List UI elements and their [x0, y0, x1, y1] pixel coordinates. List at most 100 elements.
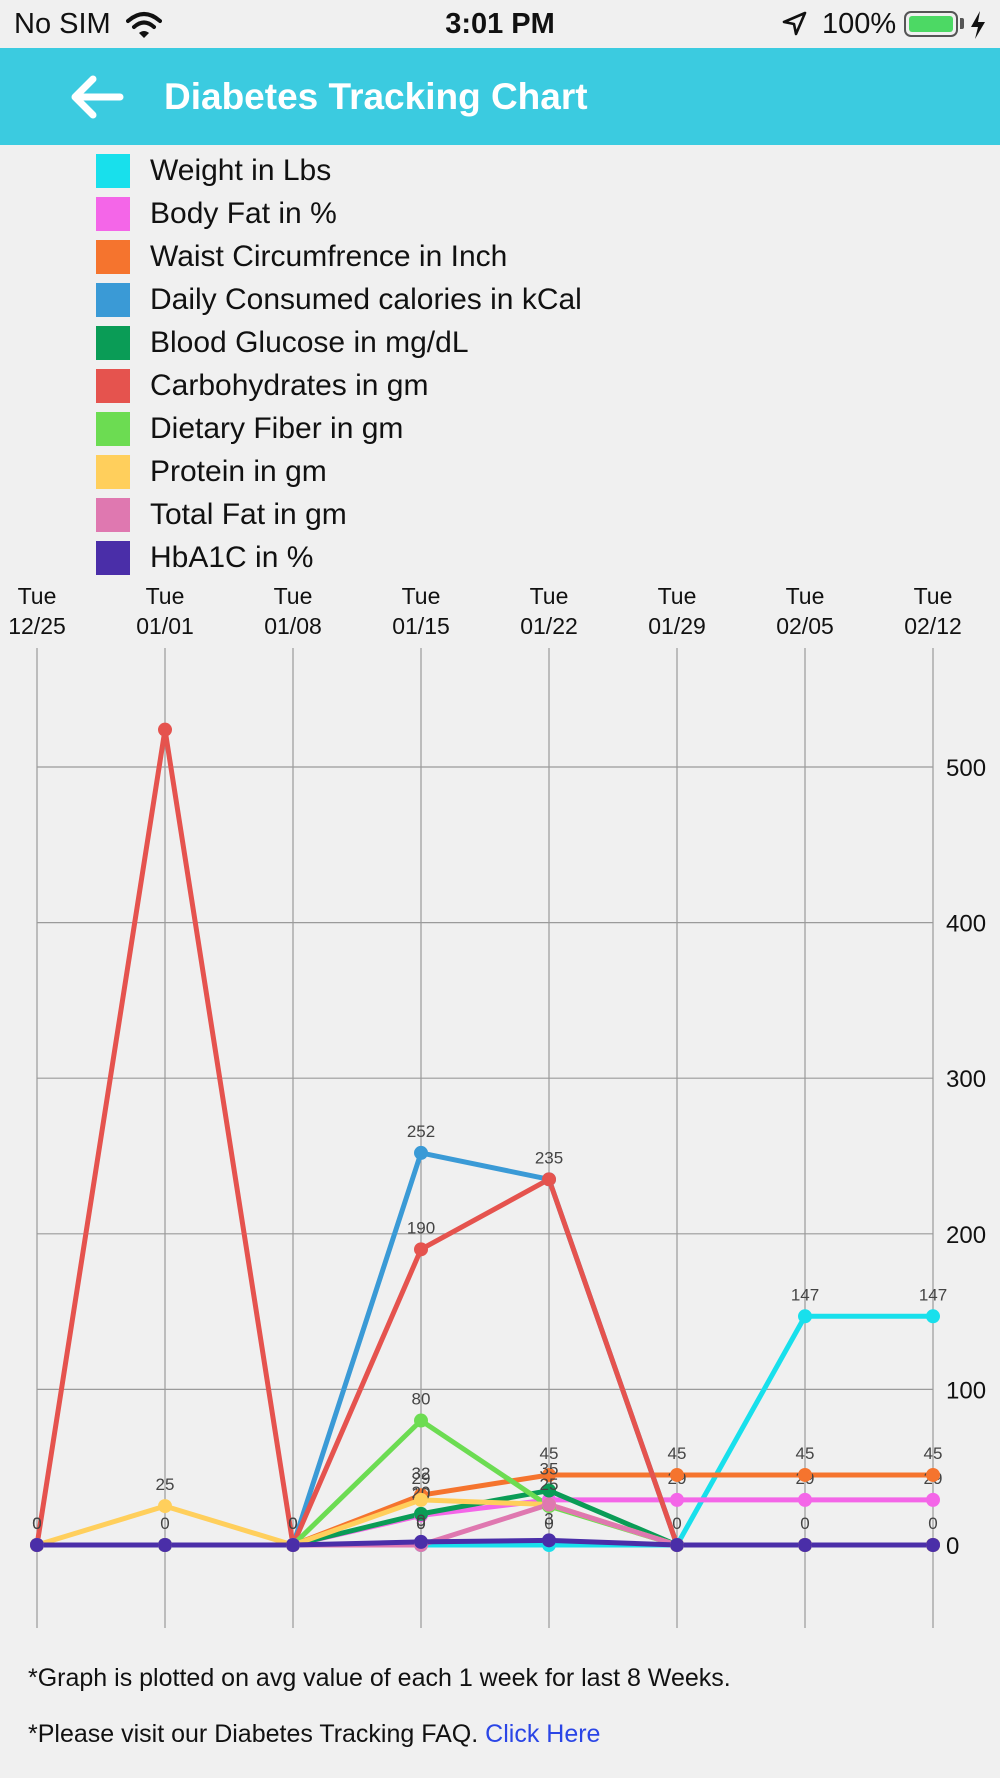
- location-arrow-icon: [782, 11, 807, 36]
- data-point: [926, 1467, 940, 1482]
- x-tick-label: Tue 01/22: [520, 583, 578, 639]
- faq-footnote: *Please visit our Diabetes Tracking FAQ.…: [28, 1720, 600, 1749]
- battery-percent: 100%: [822, 8, 897, 40]
- data-label: 190: [407, 1218, 435, 1237]
- x-tick-label: Tue 02/12: [904, 583, 962, 639]
- y-tick-label: 100: [946, 1377, 986, 1404]
- data-point: [670, 1492, 684, 1507]
- data-point: [414, 1413, 428, 1428]
- battery-icon: [904, 11, 958, 37]
- data-label: 35: [540, 1460, 559, 1479]
- status-time: 3:01 PM: [445, 8, 555, 40]
- data-label: 80: [412, 1390, 431, 1409]
- battery-fill: [909, 16, 953, 32]
- legend-label: Protein in gm: [150, 455, 327, 488]
- x-tick-label: Tue 02/05: [776, 583, 834, 639]
- page-title: Diabetes Tracking Chart: [164, 76, 588, 117]
- data-point: [926, 1309, 940, 1324]
- data-point: [542, 1533, 556, 1548]
- series-line: [34, 1313, 936, 1548]
- data-point: [414, 1242, 428, 1257]
- data-point: [414, 1506, 428, 1521]
- legend-label: Weight in Lbs: [150, 154, 332, 187]
- legend-label: Body Fat in %: [150, 197, 337, 230]
- legend-label: Daily Consumed calories in kCal: [150, 283, 582, 316]
- data-label: 252: [407, 1122, 435, 1141]
- y-tick-label: 300: [946, 1066, 986, 1093]
- series-line: [34, 1537, 936, 1548]
- data-label: 235: [535, 1148, 563, 1167]
- y-tick-label: 500: [946, 755, 986, 782]
- x-tick-label: Tue 01/08: [264, 583, 322, 639]
- data-point: [670, 1538, 684, 1552]
- data-label: 0: [32, 1514, 41, 1533]
- faq-link[interactable]: Click Here: [485, 1720, 601, 1748]
- data-label: 0: [928, 1514, 937, 1533]
- series-line: [34, 727, 936, 1548]
- data-label: 45: [796, 1444, 815, 1463]
- data-label: 32: [412, 1464, 431, 1483]
- data-label: 45: [540, 1444, 559, 1463]
- data-label: 25: [156, 1475, 175, 1494]
- data-label: 0: [288, 1514, 297, 1533]
- legend-swatch: [96, 283, 130, 317]
- legend-label: Carbohydrates in gm: [150, 369, 429, 402]
- data-label: 147: [791, 1285, 819, 1304]
- data-point: [926, 1492, 940, 1507]
- legend-label: Waist Circumfrence in Inch: [150, 240, 508, 273]
- line-chart: Tue 12/25 Tue 01/01 Tue 01/08 Tue 01/15 Tue 01/22…: [8, 583, 986, 1628]
- data-point: [158, 1499, 172, 1514]
- data-label: 0: [160, 1514, 169, 1533]
- faq-text: *Please visit our Diabetes Tracking FAQ.: [28, 1720, 479, 1748]
- legend-swatch: [96, 541, 130, 575]
- x-tick-label: Tue 01/15: [392, 583, 450, 639]
- x-tick-label: Tue 12/25: [8, 583, 66, 639]
- data-point: [542, 1467, 556, 1482]
- status-bar: No SIM 3:01 PM 100%: [0, 0, 1000, 48]
- data-point: [414, 1145, 428, 1160]
- data-point: [414, 1534, 428, 1549]
- data-point: [542, 1172, 556, 1187]
- carrier-label: No SIM: [14, 8, 111, 40]
- y-tick-label: 400: [946, 911, 986, 938]
- legend-swatch: [96, 498, 130, 532]
- x-tick-label: Tue 01/01: [136, 583, 194, 639]
- data-label: 45: [924, 1444, 943, 1463]
- data-label: 0: [672, 1514, 681, 1533]
- data-label: 3: [544, 1509, 553, 1528]
- data-point: [542, 1497, 556, 1512]
- data-point: [798, 1492, 812, 1507]
- wifi-icon: [126, 12, 162, 38]
- battery-tip: [960, 18, 964, 29]
- data-label: 0: [800, 1514, 809, 1533]
- data-label: 0: [416, 1514, 425, 1533]
- data-point: [926, 1538, 940, 1552]
- legend-label: Dietary Fiber in gm: [150, 412, 404, 445]
- data-point: [158, 1538, 172, 1552]
- nav-bar: Diabetes Tracking Chart: [0, 48, 1000, 145]
- data-label: 0: [288, 1514, 297, 1533]
- legend-swatch: [96, 154, 130, 188]
- data-point: [30, 1538, 44, 1552]
- data-label: 29: [412, 1469, 431, 1488]
- data-point: [542, 1483, 556, 1498]
- data-point: [798, 1309, 812, 1324]
- legend-swatch: [96, 197, 130, 231]
- data-point: [158, 722, 172, 737]
- data-label: 147: [919, 1285, 947, 1304]
- data-point: [286, 1538, 300, 1552]
- data-label: 45: [668, 1444, 687, 1463]
- data-point: [670, 1467, 684, 1482]
- back-arrow-icon[interactable]: [66, 72, 126, 122]
- legend-swatch: [96, 240, 130, 274]
- graph-footnote: *Graph is plotted on avg value of each 1…: [28, 1664, 731, 1692]
- legend-swatch: [96, 369, 130, 403]
- legend-label: HbA1C in %: [150, 541, 314, 574]
- x-tick-label: Tue 01/29: [648, 583, 706, 639]
- data-point: [414, 1492, 428, 1507]
- data-point: [798, 1538, 812, 1552]
- data-label: 25: [540, 1475, 559, 1494]
- y-tick-label: 0: [946, 1533, 959, 1560]
- data-label: 0: [544, 1514, 553, 1533]
- data-label: 0: [416, 1514, 425, 1533]
